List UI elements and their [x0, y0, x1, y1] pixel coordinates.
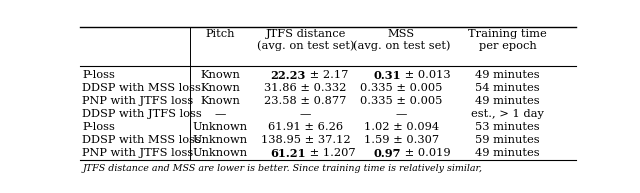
Text: 22.23: 22.23: [270, 70, 306, 81]
Text: —: —: [300, 109, 312, 119]
Text: 31.86 ± 0.332: 31.86 ± 0.332: [264, 83, 347, 93]
Text: PNP with JTFS loss: PNP with JTFS loss: [83, 148, 194, 158]
Text: 1.59 ± 0.307: 1.59 ± 0.307: [364, 135, 439, 145]
Text: 49 minutes: 49 minutes: [476, 96, 540, 106]
Text: ± 0.019: ± 0.019: [401, 148, 451, 158]
Text: MSS
(avg. on test set): MSS (avg. on test set): [353, 29, 450, 51]
Text: DDSP with JTFS loss: DDSP with JTFS loss: [83, 109, 202, 119]
Text: Unknown: Unknown: [193, 135, 248, 145]
Text: 0.335 ± 0.005: 0.335 ± 0.005: [360, 83, 443, 93]
Text: 49 minutes: 49 minutes: [476, 148, 540, 158]
Text: 138.95 ± 37.12: 138.95 ± 37.12: [261, 135, 351, 145]
Text: JTFS distance and MSS are lower is better. Since training time is relatively sim: JTFS distance and MSS are lower is bette…: [83, 164, 483, 173]
Text: Known: Known: [200, 83, 240, 93]
Text: est., > 1 day: est., > 1 day: [471, 109, 544, 119]
Text: 61.21: 61.21: [270, 148, 306, 159]
Text: DDSP with MSS loss: DDSP with MSS loss: [83, 83, 202, 93]
Text: —: —: [214, 109, 226, 119]
Text: 0.31: 0.31: [374, 70, 401, 81]
Text: 61.91 ± 6.26: 61.91 ± 6.26: [268, 122, 343, 132]
Text: Known: Known: [200, 70, 240, 80]
Text: ± 2.17: ± 2.17: [306, 70, 348, 80]
Text: P-loss: P-loss: [83, 70, 115, 80]
Text: 0.97: 0.97: [374, 148, 401, 159]
Text: 23.58 ± 0.877: 23.58 ± 0.877: [264, 96, 347, 106]
Text: 49 minutes: 49 minutes: [476, 70, 540, 80]
Text: 59 minutes: 59 minutes: [476, 135, 540, 145]
Text: Training time
per epoch: Training time per epoch: [468, 29, 547, 51]
Text: Unknown: Unknown: [193, 122, 248, 132]
Text: 53 minutes: 53 minutes: [476, 122, 540, 132]
Text: ± 1.207: ± 1.207: [306, 148, 355, 158]
Text: 0.335 ± 0.005: 0.335 ± 0.005: [360, 96, 443, 106]
Text: 54 minutes: 54 minutes: [476, 83, 540, 93]
Text: Unknown: Unknown: [193, 148, 248, 158]
Text: DDSP with MSS loss: DDSP with MSS loss: [83, 135, 202, 145]
Text: PNP with JTFS loss: PNP with JTFS loss: [83, 96, 194, 106]
Text: P-loss: P-loss: [83, 122, 115, 132]
Text: —: —: [396, 109, 407, 119]
Text: 1.02 ± 0.094: 1.02 ± 0.094: [364, 122, 439, 132]
Text: Known: Known: [200, 96, 240, 106]
Text: ± 0.013: ± 0.013: [401, 70, 451, 80]
Text: Pitch: Pitch: [205, 29, 235, 39]
Text: JTFS distance
(avg. on test set): JTFS distance (avg. on test set): [257, 29, 355, 51]
